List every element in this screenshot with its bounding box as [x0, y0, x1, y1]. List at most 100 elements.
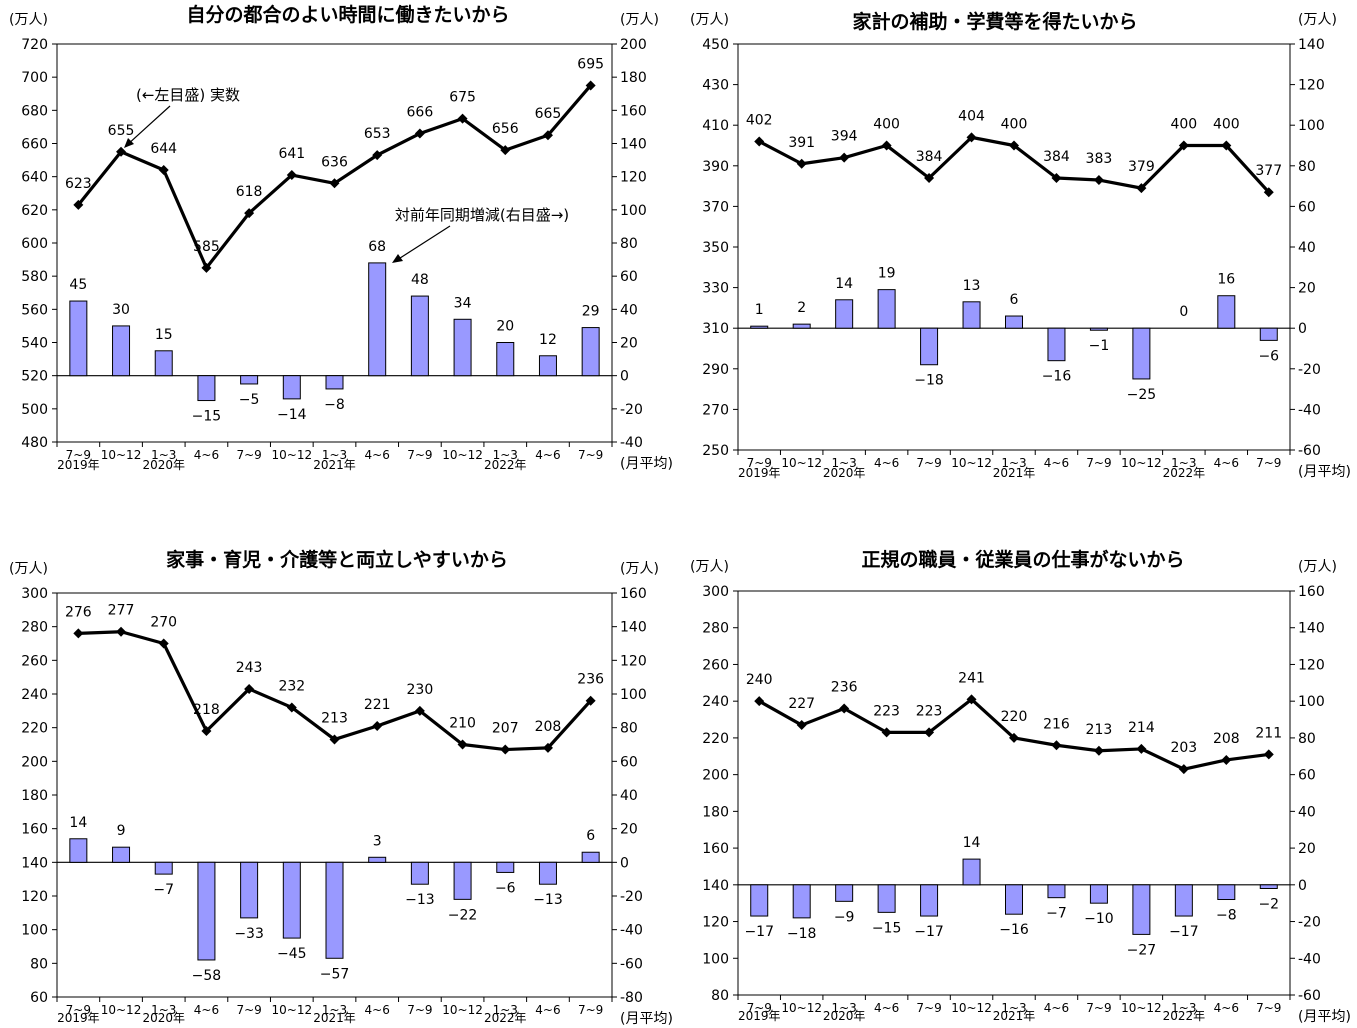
actual-point [1136, 183, 1147, 194]
right-tick-label: -80 [620, 990, 643, 1006]
bar-value-label: 29 [582, 304, 600, 320]
left-unit-label: (万人) [690, 12, 729, 28]
change-bar [1217, 884, 1236, 901]
right-unit-label: (万人) [1298, 559, 1337, 575]
right-tick-label: 40 [1298, 804, 1316, 820]
line-value-label: 384 [916, 149, 943, 165]
bar-value-label: 9 [117, 823, 126, 839]
chart-title: 自分の都合のよい時間に働きたいから [186, 3, 509, 26]
line-value-label: 641 [278, 146, 305, 162]
change-bar [920, 327, 939, 366]
actual-point [1051, 740, 1062, 751]
x-tick-label: 1~3 [151, 1003, 176, 1017]
line-value-label: 211 [1255, 725, 1282, 741]
line-value-label: 675 [449, 90, 476, 106]
bar-value-label: 16 [1217, 272, 1235, 288]
change-bar [1174, 884, 1193, 917]
x-tick-label: 4~6 [194, 1003, 219, 1017]
x-tick-label: 1~3 [493, 1003, 518, 1017]
left-tick-label: 240 [702, 694, 729, 710]
line-value-label: 665 [535, 106, 562, 122]
line-value-label: 270 [150, 615, 177, 631]
line-value-label: 277 [108, 603, 135, 619]
line-value-label: 227 [788, 696, 815, 712]
bar-value-label: 34 [454, 295, 472, 311]
actual-point [542, 742, 553, 753]
left-tick-label: 80 [30, 956, 48, 972]
change-arrow [396, 225, 451, 261]
actual-point [796, 158, 807, 169]
actual-point [924, 727, 935, 738]
bar-value-label: 1 [755, 302, 764, 318]
x-tick-label: 7~9 [1086, 1001, 1111, 1015]
x-tick-label: 4~6 [365, 448, 390, 462]
right-tick-label: 60 [620, 754, 638, 770]
bar-value-label: −8 [1216, 908, 1237, 924]
year-label: 2021年 [993, 466, 1036, 480]
change-bar [962, 858, 981, 886]
change-bar [197, 375, 216, 402]
actual-annotation: (←左目盛) 実数 [136, 86, 240, 104]
left-unit-label: (万人) [690, 559, 729, 575]
bar-value-label: −25 [1127, 387, 1157, 403]
change-bar [496, 342, 515, 377]
actual-point [244, 208, 255, 219]
left-tick-label: 580 [21, 269, 48, 285]
line-value-label: 207 [492, 721, 519, 737]
line-value-label: 208 [535, 719, 562, 735]
left-tick-label: 220 [702, 731, 729, 747]
right-tick-label: 160 [620, 586, 647, 602]
right-tick-label: 0 [620, 855, 629, 871]
right-tick-label: 180 [620, 70, 647, 86]
line-value-label: 384 [1043, 149, 1070, 165]
left-tick-label: 560 [21, 302, 48, 318]
x-tick-label: 7~9 [407, 1003, 432, 1017]
line-value-label: 243 [236, 660, 263, 676]
left-tick-label: 500 [21, 402, 48, 418]
bar-value-label: 0 [1179, 304, 1188, 320]
bar-value-label: −17 [914, 924, 944, 940]
year-label: 2019年 [738, 1009, 781, 1023]
right-tick-label: 40 [620, 788, 638, 804]
change-arrowhead [392, 254, 403, 263]
left-tick-label: 300 [21, 586, 48, 602]
year-label: 2022年 [1163, 466, 1206, 480]
left-tick-label: 410 [702, 118, 729, 134]
change-bar [1005, 315, 1023, 329]
change-bar [1132, 884, 1151, 935]
x-tick-label: 1~3 [1171, 1001, 1196, 1015]
right-tick-label: -20 [620, 889, 643, 905]
left-tick-label: 180 [21, 788, 48, 804]
actual-point [924, 172, 935, 183]
bar-value-label: −13 [405, 892, 435, 908]
bar-value-label: −15 [872, 920, 902, 936]
left-tick-label: 260 [702, 657, 729, 673]
bar-value-label: −10 [1084, 911, 1114, 927]
change-annotation: 対前年同期増減(右目盛→) [395, 206, 569, 224]
year-label: 2020年 [823, 466, 866, 480]
year-label: 2019年 [57, 1011, 100, 1025]
change-bar [538, 355, 557, 377]
bar-value-label: −17 [744, 924, 774, 940]
actual-point [457, 113, 468, 124]
left-tick-label: 250 [702, 443, 729, 459]
right-tick-label: 60 [620, 269, 638, 285]
left-tick-label: 700 [21, 70, 48, 86]
bar-value-label: 68 [368, 239, 386, 255]
bar-value-label: 30 [112, 302, 130, 318]
actual-point [414, 128, 425, 139]
bar-value-label: 14 [69, 815, 87, 831]
actual-point [457, 739, 468, 750]
actual-point [542, 130, 553, 141]
change-bar [1217, 295, 1236, 329]
actual-point [1009, 140, 1019, 151]
actual-point [1178, 140, 1189, 151]
change-bar [1259, 327, 1278, 341]
line-value-label: 400 [1170, 117, 1197, 133]
bar-value-label: −33 [234, 926, 264, 942]
left-tick-label: 160 [21, 822, 48, 838]
bar-value-label: 20 [496, 319, 514, 335]
line-value-label: 695 [577, 56, 604, 72]
x-tick-label: 1~3 [1001, 456, 1026, 470]
actual-point [966, 132, 977, 143]
